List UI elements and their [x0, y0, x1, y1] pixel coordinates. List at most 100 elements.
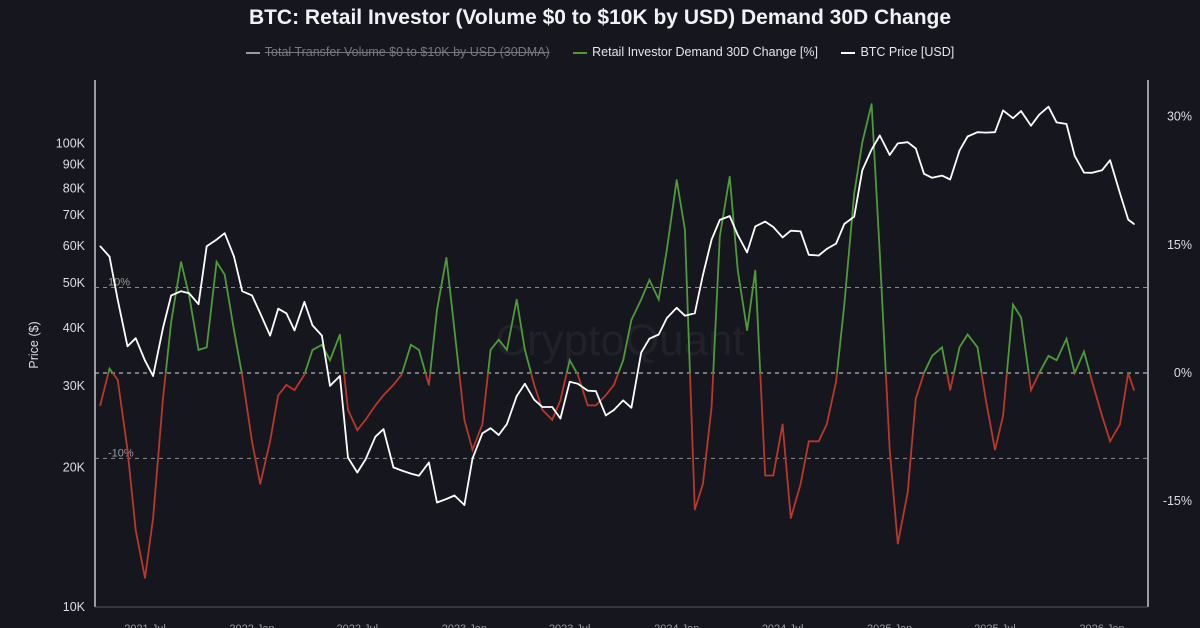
- btc-price-point: [1133, 223, 1135, 225]
- demand-change-point: [799, 483, 802, 485]
- demand-change-point: [392, 384, 395, 386]
- left-axis-title: Price ($): [27, 321, 41, 368]
- btc-price-point: [675, 306, 678, 309]
- btc-price-point: [303, 301, 306, 303]
- demand-change-point: [710, 406, 713, 408]
- btc-price-point: [718, 219, 721, 221]
- demand-change-point: [1101, 414, 1103, 417]
- chart-title: BTC: Retail Investor (Volume $0 to $10K …: [248, 6, 952, 29]
- demand-change-point: [746, 329, 748, 332]
- demand-change-point: [595, 404, 597, 407]
- demand-change-point: [807, 440, 810, 443]
- x-tick-label: 2024 Jul: [762, 623, 804, 628]
- demand-change-point: [684, 228, 686, 231]
- demand-change-point: [630, 319, 633, 321]
- btc-price-point: [1065, 123, 1068, 125]
- btc-price-point: [622, 399, 625, 402]
- demand-change-point: [418, 349, 420, 351]
- legend-swatch: [573, 51, 588, 54]
- demand-change-point: [994, 449, 996, 451]
- x-tick-label: 2022 Jan: [229, 623, 274, 628]
- btc-price-point: [533, 398, 535, 401]
- btc-price-point: [915, 147, 917, 150]
- demand-change-point: [754, 269, 757, 272]
- btc-price-point: [356, 471, 359, 474]
- right-tick-label: 15%: [1167, 238, 1192, 252]
- demand-change-point: [1012, 303, 1014, 306]
- demand-change-point: [966, 333, 969, 336]
- btc-price-point: [116, 298, 119, 301]
- demand-change-point: [277, 394, 280, 396]
- demand-change-point: [259, 483, 261, 485]
- btc-price-point: [1109, 159, 1111, 161]
- demand-change-point: [559, 399, 562, 402]
- btc-price-point: [134, 337, 137, 340]
- btc-price-point: [1020, 110, 1022, 112]
- btc-price-point: [197, 303, 200, 305]
- legend-item-transfer-volume[interactable]: Total Transfer Volume $0 to $10K by USD …: [245, 45, 550, 59]
- demand-change-point: [897, 542, 899, 545]
- left-tick-label: 80K: [63, 181, 86, 195]
- btc-price-point: [364, 458, 367, 461]
- demand-change-point: [622, 359, 625, 361]
- demand-change-point: [108, 367, 111, 370]
- x-tick-label: 2021 Jul: [124, 623, 166, 628]
- demand-change-point: [269, 440, 271, 443]
- demand-change-point: [471, 449, 474, 451]
- btc-price-point: [162, 327, 164, 329]
- btc-price-point: [205, 245, 208, 248]
- demand-change-point: [180, 261, 182, 263]
- btc-price-point: [861, 169, 864, 172]
- btc-price-point: [613, 409, 615, 411]
- btc-price-point: [789, 229, 792, 232]
- btc-price-point: [966, 135, 969, 138]
- demand-change-point: [515, 298, 518, 301]
- reference-line-label: 10%: [108, 277, 130, 289]
- btc-price-point: [1038, 113, 1040, 116]
- btc-price-point: [392, 466, 395, 469]
- btc-price-point: [471, 457, 474, 460]
- demand-change-point: [789, 517, 792, 519]
- btc-price-point: [878, 134, 881, 137]
- demand-change-point: [382, 394, 385, 396]
- demand-change-point: [293, 389, 296, 391]
- btc-price-point: [453, 494, 456, 497]
- btc-price-point: [1083, 171, 1085, 174]
- btc-price-point: [746, 251, 748, 254]
- demand-change-point: [923, 372, 925, 374]
- btc-price-point: [657, 333, 660, 336]
- demand-change-point: [144, 577, 146, 579]
- demand-change-line-negative: [99, 373, 1135, 579]
- legend-item-demand-change[interactable]: Retail Investor Demand 30D Change [%]: [573, 45, 818, 59]
- btc-price-point: [1127, 218, 1129, 221]
- btc-price-point: [888, 154, 891, 156]
- demand-change-point: [861, 141, 864, 144]
- legend-label: BTC Price [USD]: [860, 45, 955, 59]
- demand-change-point: [657, 298, 660, 301]
- demand-change-point: [506, 349, 508, 351]
- btc-price-point: [958, 149, 961, 152]
- demand-change-point: [215, 261, 218, 263]
- x-tick-label: 2022 Jul: [337, 623, 379, 628]
- demand-change-point: [233, 329, 235, 332]
- btc-price-point: [710, 238, 713, 241]
- demand-change-point: [781, 423, 784, 426]
- btc-price-point: [799, 230, 802, 233]
- demand-change-point: [489, 349, 492, 351]
- demand-change-point: [524, 349, 526, 351]
- left-tick-label: 40K: [63, 321, 86, 335]
- demand-change-point: [303, 373, 306, 376]
- demand-change-point: [205, 346, 208, 349]
- btc-price-point: [1073, 155, 1076, 157]
- btc-price-point: [897, 142, 899, 145]
- btc-price-point: [410, 472, 412, 475]
- btc-price-point: [329, 384, 331, 387]
- legend-item-btc-price[interactable]: BTC Price [USD]: [841, 45, 954, 59]
- btc-price-point: [428, 461, 430, 464]
- btc-price-point: [764, 220, 766, 223]
- btc-price-point: [870, 148, 873, 151]
- left-tick-label: 100K: [56, 136, 86, 150]
- x-tick-label: 2026 Jan: [1079, 623, 1124, 628]
- btc-price-point: [382, 428, 385, 430]
- demand-change-point: [640, 298, 643, 301]
